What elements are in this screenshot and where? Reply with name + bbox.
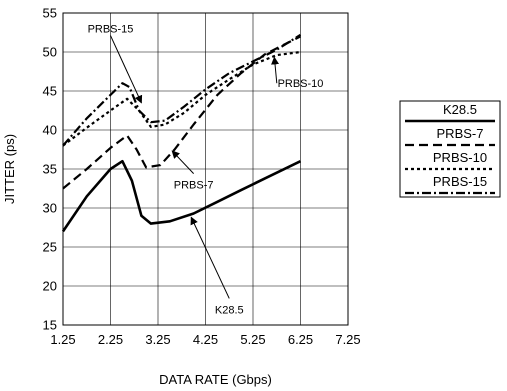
annotation-arrow — [190, 216, 230, 299]
y-tick-label: 20 — [43, 279, 57, 294]
annotation-arrow — [271, 56, 280, 84]
series-lines — [61, 33, 302, 233]
y-axis-ticks: 15 20 25 30 35 40 45 50 55 — [43, 6, 57, 333]
legend-entry-label: K28.5 — [443, 102, 477, 117]
y-axis-label: JITTER (ps) — [2, 134, 17, 204]
annotation-label: PRBS-10 — [278, 78, 324, 90]
x-tick-label: 2.25 — [98, 332, 123, 347]
legend-entry-label: PRBS-10 — [433, 150, 487, 165]
x-tick-label: 7.25 — [335, 332, 360, 347]
y-tick-label: 50 — [43, 45, 57, 60]
annotation-arrow — [110, 35, 143, 104]
legend-frame — [399, 100, 501, 198]
annotations: PRBS-15 PRBS-10 PRBS-7 K28.5 — [88, 24, 324, 317]
x-tick-label: 3.25 — [145, 332, 170, 347]
x-axis-ticks: 1.25 2.25 3.25 4.25 5.25 6.25 7.25 — [50, 332, 360, 347]
y-tick-label: 40 — [43, 123, 57, 138]
series-line-prbs-10 — [62, 50, 301, 147]
y-tick-label: 15 — [43, 318, 57, 333]
x-axis-label: DATA RATE (Gbps) — [159, 372, 272, 387]
y-tick-label: 30 — [43, 201, 57, 216]
legend-entry-label: PRBS-15 — [433, 174, 487, 189]
series-line-prbs-7 — [62, 35, 301, 190]
y-tick-label: 35 — [43, 162, 57, 177]
series-line-k28-5 — [61, 159, 302, 233]
annotation-label: K28.5 — [215, 304, 244, 316]
annotation-label: PRBS-7 — [174, 180, 214, 192]
series-line-prbs-15 — [62, 33, 302, 147]
x-tick-label: 4.25 — [193, 332, 218, 347]
x-tick-label: 1.25 — [50, 332, 75, 347]
y-tick-label: 55 — [43, 6, 57, 21]
plot-frame — [62, 12, 349, 326]
x-tick-label: 5.25 — [240, 332, 265, 347]
annotation-arrow — [171, 150, 194, 174]
grid — [63, 13, 348, 325]
y-tick-label: 45 — [43, 84, 57, 99]
annotation-label: PRBS-15 — [88, 24, 134, 36]
y-tick-label: 25 — [43, 240, 57, 255]
x-tick-label: 6.25 — [288, 332, 313, 347]
legend-entry-label: PRBS-7 — [437, 126, 484, 141]
legend: K28.5 PRBS-7 PRBS-10 PRBS-15 — [399, 100, 501, 198]
